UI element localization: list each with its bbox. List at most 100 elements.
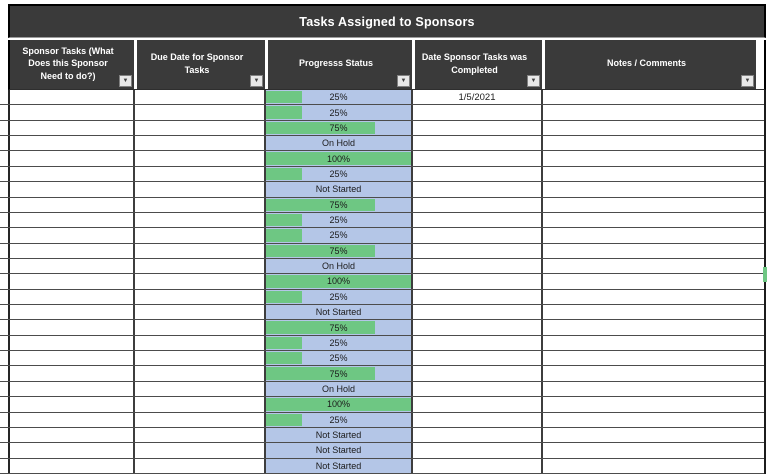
cell-progress-status[interactable]: 100% (266, 151, 413, 166)
cell-notes[interactable] (543, 443, 754, 457)
cell-notes[interactable] (543, 90, 754, 104)
cell-due-date[interactable] (135, 182, 266, 197)
cell-due-date[interactable] (135, 197, 266, 212)
cell-due-date[interactable] (135, 274, 266, 289)
cell-notes[interactable] (543, 336, 754, 350)
filter-dropdown-button[interactable]: ▼ (741, 75, 754, 87)
cell-due-date[interactable] (135, 335, 266, 351)
cell-due-date[interactable] (135, 458, 266, 473)
cell-due-date[interactable] (135, 105, 266, 120)
cell-progress-status[interactable]: Not Started (266, 427, 413, 443)
cell-sponsor-task[interactable] (10, 443, 135, 458)
cell-notes[interactable] (543, 213, 754, 227)
cell-date-completed[interactable] (413, 443, 543, 458)
cell-sponsor-task[interactable] (10, 212, 135, 228)
cell-sponsor-task[interactable] (10, 151, 135, 166)
cell-date-completed[interactable] (413, 335, 543, 351)
cell-sponsor-task[interactable] (10, 105, 135, 120)
column-header-notes[interactable]: Notes / Comments ▼ (545, 40, 756, 89)
cell-progress-status[interactable]: 25% (266, 351, 413, 366)
cell-date-completed[interactable] (413, 182, 543, 197)
cell-progress-status[interactable]: 25% (266, 228, 413, 243)
cell-notes[interactable] (543, 182, 754, 196)
cell-date-completed[interactable] (413, 305, 543, 320)
cell-date-completed[interactable] (413, 274, 543, 289)
cell-sponsor-task[interactable] (10, 197, 135, 212)
cell-progress-status[interactable]: 75% (266, 120, 413, 136)
cell-progress-status[interactable]: 75% (266, 197, 413, 212)
column-header-sponsor-tasks[interactable]: Sponsor Tasks (What Does this Sponsor Ne… (10, 40, 137, 89)
cell-progress-status[interactable]: 25% (266, 289, 413, 305)
cell-progress-status[interactable]: Not Started (266, 305, 413, 320)
cell-date-completed[interactable] (413, 228, 543, 243)
cell-notes[interactable] (543, 121, 754, 135)
cell-sponsor-task[interactable] (10, 335, 135, 351)
cell-progress-status[interactable]: 25% (266, 412, 413, 427)
cell-due-date[interactable] (135, 243, 266, 258)
cell-notes[interactable] (543, 382, 754, 396)
cell-date-completed[interactable] (413, 397, 543, 412)
cell-sponsor-task[interactable] (10, 166, 135, 182)
cell-date-completed[interactable] (413, 351, 543, 366)
cell-due-date[interactable] (135, 366, 266, 381)
filter-dropdown-button[interactable]: ▼ (119, 75, 132, 87)
cell-notes[interactable] (543, 105, 754, 119)
cell-date-completed[interactable] (413, 105, 543, 120)
cell-notes[interactable] (543, 167, 754, 181)
cell-date-completed[interactable] (413, 136, 543, 151)
cell-date-completed[interactable] (413, 212, 543, 228)
cell-sponsor-task[interactable] (10, 397, 135, 412)
cell-date-completed[interactable] (413, 258, 543, 274)
cell-due-date[interactable] (135, 258, 266, 274)
cell-date-completed[interactable] (413, 427, 543, 443)
cell-notes[interactable] (543, 290, 754, 304)
filter-dropdown-button[interactable]: ▼ (250, 75, 263, 87)
cell-due-date[interactable] (135, 228, 266, 243)
cell-sponsor-task[interactable] (10, 427, 135, 443)
cell-sponsor-task[interactable] (10, 228, 135, 243)
cell-notes[interactable] (543, 320, 754, 334)
cell-due-date[interactable] (135, 136, 266, 151)
cell-notes[interactable] (543, 274, 754, 288)
cell-date-completed[interactable] (413, 166, 543, 182)
cell-due-date[interactable] (135, 305, 266, 320)
cell-progress-status[interactable]: Not Started (266, 443, 413, 458)
cell-date-completed[interactable] (413, 151, 543, 166)
cell-due-date[interactable] (135, 151, 266, 166)
cell-sponsor-task[interactable] (10, 243, 135, 258)
cell-date-completed[interactable] (413, 458, 543, 473)
cell-sponsor-task[interactable] (10, 136, 135, 151)
cell-sponsor-task[interactable] (10, 381, 135, 397)
cell-sponsor-task[interactable] (10, 412, 135, 427)
cell-progress-status[interactable]: 25% (266, 166, 413, 182)
cell-due-date[interactable] (135, 412, 266, 427)
cell-date-completed[interactable] (413, 412, 543, 427)
cell-due-date[interactable] (135, 381, 266, 397)
cell-date-completed[interactable] (413, 120, 543, 136)
cell-due-date[interactable] (135, 351, 266, 366)
column-header-date-completed[interactable]: Date Sponsor Tasks was Completed ▼ (415, 40, 545, 89)
cell-due-date[interactable] (135, 397, 266, 412)
cell-progress-status[interactable]: 25% (266, 212, 413, 228)
cell-date-completed[interactable] (413, 381, 543, 397)
cell-date-completed[interactable] (413, 320, 543, 335)
cell-sponsor-task[interactable] (10, 351, 135, 366)
cell-progress-status[interactable]: 100% (266, 397, 413, 412)
cell-date-completed[interactable] (413, 197, 543, 212)
cell-progress-status[interactable]: On Hold (266, 258, 413, 274)
cell-progress-status[interactable]: 75% (266, 320, 413, 335)
cell-due-date[interactable] (135, 120, 266, 136)
cell-notes[interactable] (543, 228, 754, 242)
cell-sponsor-task[interactable] (10, 120, 135, 136)
cell-sponsor-task[interactable] (10, 289, 135, 305)
cell-due-date[interactable] (135, 212, 266, 228)
cell-notes[interactable] (543, 428, 754, 442)
cell-notes[interactable] (543, 244, 754, 258)
cell-date-completed[interactable] (413, 366, 543, 381)
cell-sponsor-task[interactable] (10, 274, 135, 289)
cell-due-date[interactable] (135, 443, 266, 458)
cell-sponsor-task[interactable] (10, 305, 135, 320)
cell-progress-status[interactable]: Not Started (266, 182, 413, 197)
cell-sponsor-task[interactable] (10, 366, 135, 381)
cell-sponsor-task[interactable] (10, 90, 135, 105)
